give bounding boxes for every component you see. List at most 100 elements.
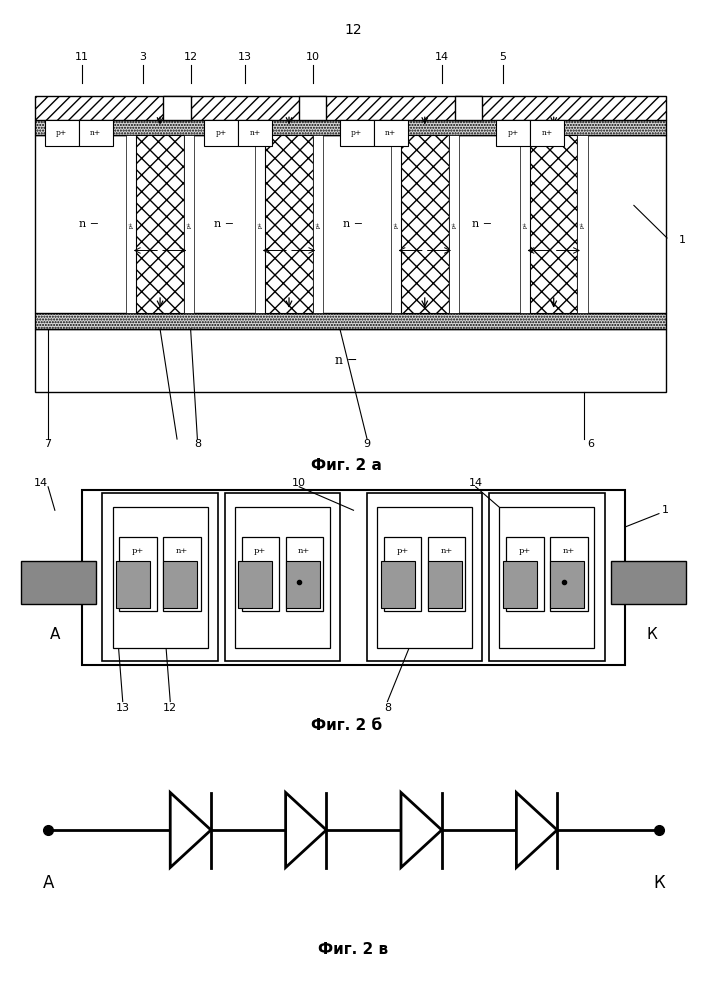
Bar (45, 120, 78, 146)
Text: 12: 12 (184, 52, 198, 62)
Bar (119, 537, 157, 611)
Text: n −: n − (78, 219, 99, 229)
Text: Фиг. 2 а: Фиг. 2 а (311, 458, 382, 473)
Bar (255, 135, 265, 313)
Text: p+: p+ (508, 129, 519, 137)
Text: p+: p+ (351, 129, 363, 137)
Bar (550, 537, 588, 611)
Text: 13: 13 (116, 703, 130, 713)
Text: p+: p+ (254, 547, 266, 555)
Text: 13: 13 (238, 52, 252, 62)
Bar (184, 135, 194, 313)
Text: p+: p+ (518, 547, 531, 555)
Text: p+: p+ (522, 221, 527, 228)
Text: n+: n+ (250, 129, 261, 137)
Bar (506, 537, 544, 611)
Bar (238, 120, 272, 146)
Text: 11: 11 (75, 52, 89, 62)
Bar (112, 507, 208, 648)
Bar (380, 561, 414, 608)
Bar (578, 135, 588, 313)
Bar (489, 493, 604, 661)
Text: 7: 7 (45, 439, 52, 449)
Bar (78, 120, 112, 146)
Text: p+: p+ (258, 221, 263, 228)
Bar (520, 135, 530, 313)
Bar (378, 507, 472, 648)
Text: n+: n+ (298, 547, 310, 555)
Bar (499, 507, 595, 648)
Bar (428, 537, 465, 611)
Text: p+: p+ (132, 547, 144, 555)
Bar (35, 329, 666, 392)
Text: 8: 8 (384, 703, 391, 713)
Text: n+: n+ (90, 129, 101, 137)
Text: 12: 12 (163, 703, 177, 713)
Text: 9: 9 (363, 439, 370, 449)
Text: К: К (647, 627, 658, 642)
Text: 1: 1 (679, 235, 686, 245)
Bar (163, 537, 201, 611)
Text: n+: n+ (385, 129, 397, 137)
Text: 12: 12 (345, 23, 362, 37)
Text: 3: 3 (139, 52, 146, 62)
Bar (204, 120, 238, 146)
Bar (265, 135, 312, 313)
Bar (286, 561, 320, 608)
Text: n −: n − (472, 219, 493, 229)
Text: p+: p+ (316, 221, 321, 228)
Bar (35, 120, 666, 135)
Text: 10: 10 (292, 478, 306, 488)
Bar (550, 561, 584, 608)
Polygon shape (401, 792, 442, 867)
Bar (401, 135, 448, 313)
Bar (286, 537, 323, 611)
Text: 5: 5 (499, 52, 506, 62)
Text: 1: 1 (662, 505, 670, 515)
Bar (340, 120, 374, 146)
Bar (163, 561, 197, 608)
Text: p+: p+ (187, 221, 192, 228)
Bar (312, 135, 323, 313)
Bar (384, 537, 421, 611)
Polygon shape (170, 792, 211, 867)
Bar (496, 120, 530, 146)
Bar (35, 135, 666, 313)
Text: 6: 6 (588, 439, 595, 449)
Text: Фиг. 2 в: Фиг. 2 в (318, 942, 389, 958)
Bar (35, 96, 666, 120)
Text: n −: n − (335, 354, 358, 367)
Bar (374, 120, 408, 146)
Text: n+: n+ (563, 547, 575, 555)
Text: p+: p+ (129, 221, 134, 228)
Text: 14: 14 (435, 52, 449, 62)
Text: p+: p+ (394, 221, 399, 228)
Bar (503, 561, 537, 608)
Bar (612, 561, 686, 604)
Text: А: А (42, 874, 54, 892)
Bar (238, 561, 272, 608)
Text: n −: n − (344, 219, 363, 229)
Text: n −: n − (214, 219, 235, 229)
Bar (428, 561, 462, 608)
Bar (530, 135, 578, 313)
Text: 10: 10 (305, 52, 320, 62)
Bar (367, 493, 482, 661)
Text: p+: p+ (452, 221, 457, 228)
Text: Фиг. 2 б: Фиг. 2 б (311, 718, 382, 732)
Bar (299, 96, 327, 120)
Bar (82, 561, 625, 604)
Bar (530, 120, 564, 146)
Bar (391, 135, 401, 313)
Text: 14: 14 (469, 478, 483, 488)
Text: К: К (653, 874, 665, 892)
Text: p+: p+ (216, 129, 227, 137)
Text: 8: 8 (194, 439, 201, 449)
Bar (235, 507, 329, 648)
Bar (225, 493, 340, 661)
Bar (35, 313, 666, 329)
Text: n+: n+ (542, 129, 553, 137)
Bar (103, 493, 218, 661)
Text: А: А (49, 627, 60, 642)
Bar (455, 96, 482, 120)
